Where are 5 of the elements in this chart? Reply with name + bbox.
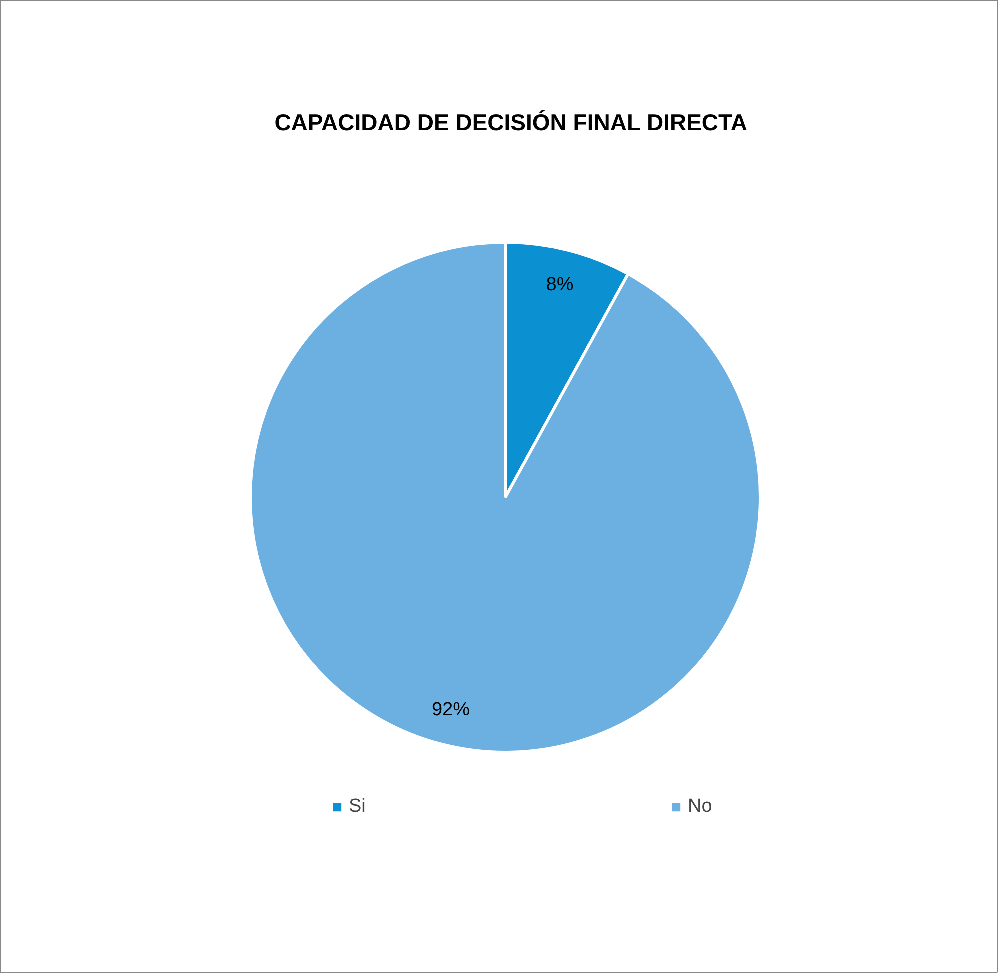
- data-label: 92%: [432, 699, 470, 720]
- legend-label: Si: [349, 796, 367, 818]
- data-label: 8%: [546, 274, 574, 296]
- chart-title: CAPACIDAD DE DECISIÓN FINAL DIRECTA: [274, 110, 748, 136]
- legend-label: No: [688, 796, 712, 818]
